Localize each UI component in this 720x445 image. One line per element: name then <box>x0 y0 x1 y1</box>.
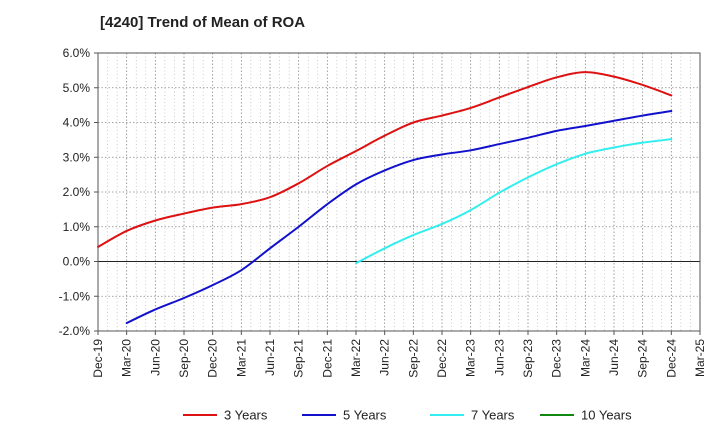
grid-lines <box>98 53 700 331</box>
x-axis-tick-labels: Dec-19 Mar-20 Jun-20 Sep-20 Dec-20 Mar-21 Jun-… <box>91 339 707 378</box>
y-tick-label: -2.0% <box>59 324 91 338</box>
y-tick-label: 1.0% <box>63 220 91 234</box>
y-tick-label: 3.0% <box>63 150 91 164</box>
series-line-5-years <box>125 110 673 325</box>
y-tick-label: 5.0% <box>63 81 91 95</box>
x-tick-label: Jun-22 <box>378 339 392 376</box>
x-tick-label: Mar-22 <box>349 339 363 377</box>
x-tick-label: Jun-21 <box>263 339 277 376</box>
y-tick-label: 0.0% <box>63 255 91 269</box>
legend-label-5-years: 5 Years <box>343 408 387 423</box>
x-tick-label: Sep-20 <box>177 339 191 378</box>
series-lines <box>97 71 673 325</box>
y-tick-label: 6.0% <box>63 46 91 60</box>
x-tick-label: Dec-24 <box>664 339 678 378</box>
x-tick-label: Jun-23 <box>492 339 506 376</box>
x-tick-label: Mar-24 <box>578 339 592 377</box>
x-tick-label: Dec-22 <box>435 339 449 378</box>
y-tick-label: 2.0% <box>63 185 91 199</box>
y-tick-label: -1.0% <box>59 289 91 303</box>
y-tick-label: 4.0% <box>63 116 91 130</box>
x-tick-label: Dec-20 <box>206 339 220 378</box>
x-tick-label: Dec-19 <box>91 339 105 378</box>
legend-label-3-years: 3 Years <box>224 408 268 423</box>
x-tick-label: Sep-21 <box>292 339 306 378</box>
x-tick-label: Jun-24 <box>607 339 621 376</box>
axes <box>94 52 701 335</box>
x-tick-label: Sep-24 <box>636 339 650 378</box>
legend: 3 Years 5 Years 7 Years 10 Years <box>183 408 632 423</box>
x-tick-label: Sep-22 <box>406 339 420 378</box>
x-tick-label: Dec-21 <box>320 339 334 378</box>
x-tick-label: Mar-21 <box>234 339 248 377</box>
chart-title: [4240] Trend of Mean of ROA <box>100 14 305 31</box>
y-axis-tick-labels: -2.0% -1.0% 0.0% 1.0% 2.0% 3.0% 4.0% 5.0% 6.0% <box>59 46 91 338</box>
legend-label-7-years: 7 Years <box>471 408 515 423</box>
legend-label-10-years: 10 Years <box>581 408 632 423</box>
x-tick-label: Mar-20 <box>120 339 134 377</box>
x-tick-label: Mar-25 <box>693 339 707 377</box>
x-tick-label: Jun-20 <box>148 339 162 376</box>
series-line-3-years <box>97 71 673 248</box>
x-tick-label: Dec-23 <box>550 339 564 378</box>
x-tick-label: Sep-23 <box>521 339 535 378</box>
series-line-7-years <box>355 138 673 265</box>
x-tick-label: Mar-23 <box>464 339 478 377</box>
